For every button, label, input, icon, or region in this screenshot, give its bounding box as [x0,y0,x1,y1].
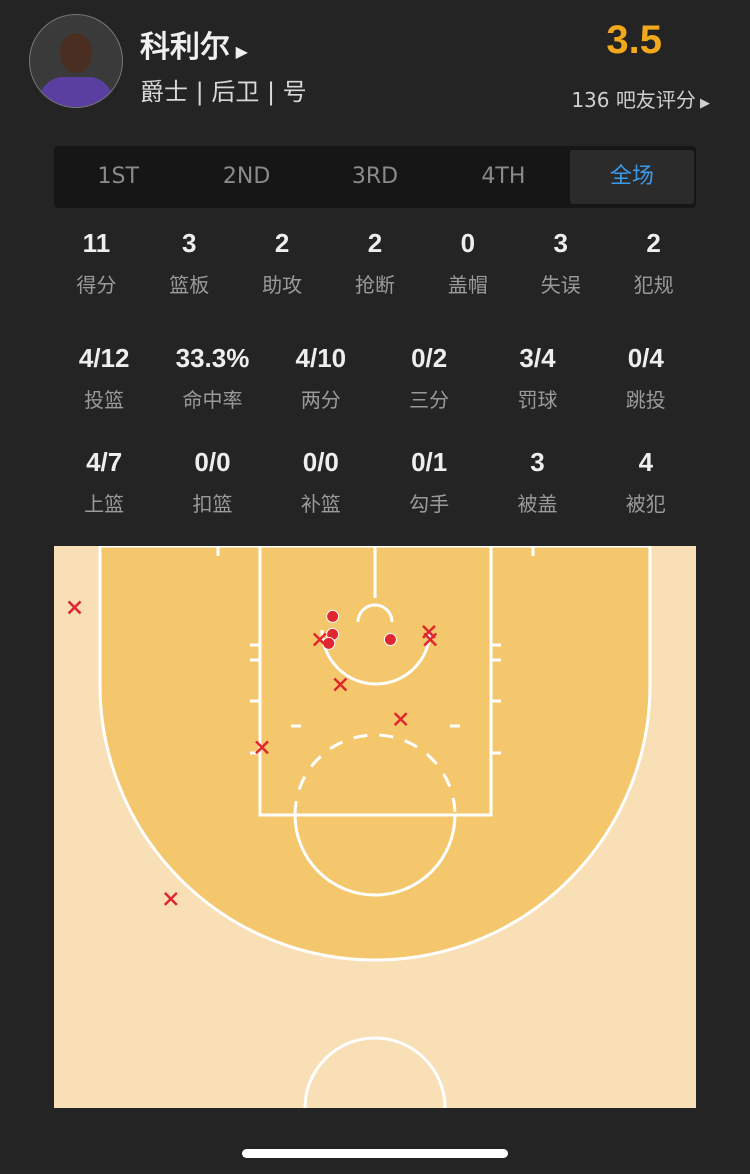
home-indicator[interactable] [242,1149,508,1158]
rating-count-text: 136 吧友评分 [571,88,696,112]
missed-shot-marker [67,600,82,615]
stat-label: 三分 [409,388,450,412]
missed-shot-marker [163,892,178,906]
stat-label: 被犯 [625,492,666,516]
stat-value: 2 [646,228,661,258]
stat-value: 0/1 [411,447,448,477]
stat-value: 0/0 [194,447,231,477]
stat-cell: 4/7 上篮 [50,447,158,517]
missed-shot-marker [423,632,438,647]
stat-cell: 4 被犯 [592,447,700,517]
stat-cell: 33.3% 命中率 [158,343,266,413]
missed-shot-marker [312,632,327,647]
stats-row-basic: 11 得分 3 篮板 2 助攻 2 抢断 0 盖帽 3 失误 2 犯规 [50,228,700,298]
stat-cell: 2 助攻 [236,228,329,298]
player-rating: 3.5 [606,18,662,62]
missed-shot-marker [393,712,408,727]
stats-row-shot-types: 4/7 上篮 0/0 扣篮 0/0 补篮 0/1 勾手 3 被盖 4 被犯 [50,447,700,517]
stat-label: 跳投 [625,388,666,412]
stat-cell: 3 篮板 [143,228,236,298]
shot-markers [67,600,438,906]
shot-chart-court [54,546,696,1108]
player-name-text: 科利尔 [140,30,230,65]
stat-value: 3 [530,447,545,477]
player-info: 爵士 | 后卫 | 号 [140,78,307,106]
stat-value: 3/4 [519,343,556,373]
three-point-area [98,546,652,962]
stat-label: 上篮 [84,492,125,516]
stat-label: 被盖 [517,492,558,516]
stat-label: 勾手 [409,492,450,516]
rating-count-link[interactable]: 136 吧友评分 ▶ [571,84,710,113]
stat-label: 盖帽 [447,273,488,297]
stat-cell: 3 被盖 [483,447,591,517]
stat-cell: 3 失误 [514,228,607,298]
stat-cell: 4/10 两分 [267,343,375,413]
stat-label: 补篮 [300,492,341,516]
stat-cell: 2 抢断 [329,228,422,298]
made-shot-marker [383,633,397,647]
stat-label: 扣篮 [192,492,233,516]
tab-4th[interactable]: 4TH [481,164,526,189]
tab-2nd[interactable]: 2ND [222,164,271,189]
stat-value: 0 [460,228,476,258]
player-name[interactable]: 科利尔 ▶ [140,22,248,66]
stats-row-shooting: 4/12 投篮 33.3% 命中率 4/10 两分 0/2 三分 3/4 罚球 0/4 跳投 [50,343,700,413]
made-shot-marker [326,609,340,623]
stat-value: 0/4 [627,343,664,373]
stat-value: 33.3% [175,343,250,373]
tab-full-game[interactable]: 全场 [569,150,695,204]
stat-value: 2 [274,228,290,258]
stat-cell: 4/12 投篮 [50,343,158,413]
stat-cell: 0 盖帽 [421,228,514,298]
stat-value: 0/0 [302,447,339,477]
tab-1st[interactable]: 1ST [97,164,139,189]
stat-cell: 3/4 罚球 [483,343,591,413]
stat-label: 抢断 [355,273,395,297]
stat-value: 2 [367,228,383,258]
court-lines [216,546,535,1108]
stat-cell: 0/0 补篮 [267,447,375,517]
missed-shot-marker [333,677,348,692]
stat-label: 命中率 [182,388,243,412]
stat-label: 罚球 [517,388,558,412]
stat-label: 得分 [76,273,117,297]
stat-cell: 11 得分 [50,228,143,298]
stat-cell: 2 犯规 [607,228,700,298]
stat-cell: 0/4 跳投 [592,343,700,413]
stat-value: 4/7 [86,447,123,477]
missed-shot-marker [255,740,269,755]
caret-right-icon: ▶ [695,96,710,111]
stat-label: 两分 [300,388,341,412]
tab-3rd[interactable]: 3RD [351,164,399,189]
period-tabs: 1ST 2ND 3RD 4TH 全场 [54,146,696,208]
stat-value: 3 [553,228,568,258]
stat-value: 11 [82,228,111,258]
stat-value: 4/10 [295,343,347,373]
stat-value: 3 [182,228,197,258]
stat-label: 失误 [540,273,581,297]
stat-label: 助攻 [262,273,303,297]
caret-right-icon: ▶ [230,42,248,61]
player-avatar[interactable] [29,14,123,108]
stat-label: 犯规 [633,273,674,297]
stat-label: 篮板 [169,273,210,297]
stat-value: 4 [638,447,654,477]
stat-label: 投篮 [84,388,125,412]
stat-cell: 0/0 扣篮 [158,447,266,517]
stat-value: 4/12 [78,343,130,373]
stat-value: 0/2 [411,343,448,373]
stat-cell: 0/1 勾手 [375,447,483,517]
stat-cell: 0/2 三分 [375,343,483,413]
